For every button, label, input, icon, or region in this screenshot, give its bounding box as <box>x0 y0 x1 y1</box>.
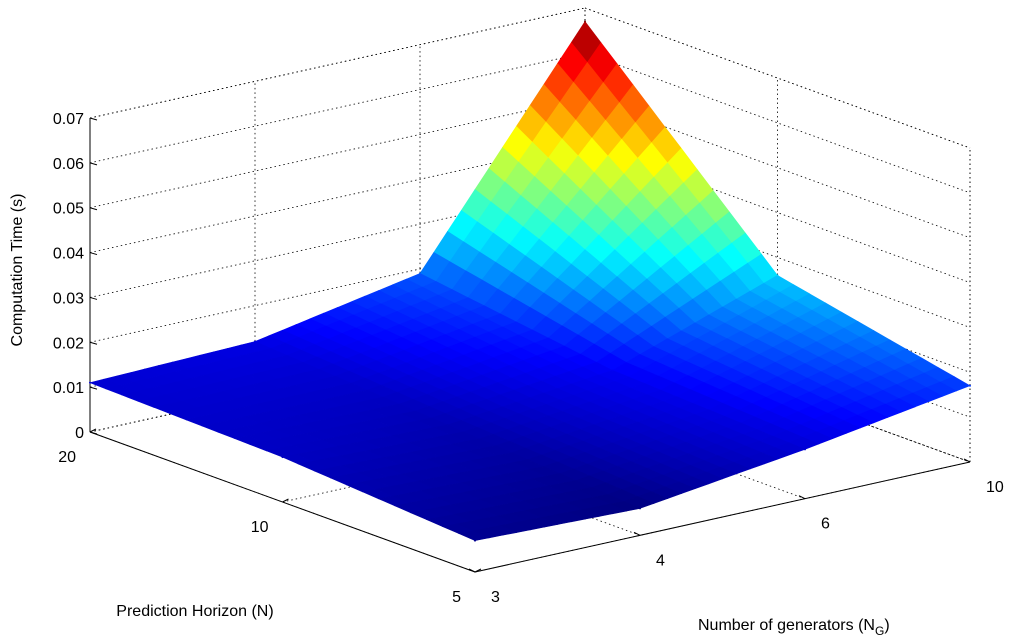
surface-patch <box>89 341 449 458</box>
surface-vertex <box>804 448 806 451</box>
surface-patch <box>446 370 806 509</box>
box-edge <box>89 7 586 119</box>
surface-vertex <box>446 423 449 426</box>
surface-vertex <box>254 340 256 343</box>
x-tick-label: 10 <box>986 479 1004 496</box>
surface-vertex <box>584 20 586 23</box>
x-axis <box>474 461 971 573</box>
grid-line <box>584 321 971 463</box>
surface-vertex <box>474 539 476 542</box>
z-tick <box>89 386 98 390</box>
z-tick <box>89 207 98 211</box>
y-tick-label: 10 <box>251 519 269 536</box>
z-tick-label: 0.07 <box>53 111 84 128</box>
z-tick <box>89 341 98 345</box>
x-tick-label: 4 <box>656 552 665 569</box>
surface-vertex <box>419 272 421 275</box>
x-axis-label-sub: G <box>875 624 884 638</box>
surface-cell <box>457 530 490 541</box>
x-axis-label-main: Number of generators (N <box>698 617 875 634</box>
surface-patch <box>419 20 778 371</box>
x-tick-label: 6 <box>821 516 830 533</box>
z-tick-label: 0.01 <box>53 380 84 397</box>
grid-line <box>584 52 971 194</box>
x-tick <box>633 531 641 536</box>
z-tick-label: 0.06 <box>53 156 84 173</box>
z-tick <box>89 252 98 256</box>
x-tick-label: 3 <box>491 589 500 606</box>
surface-patch <box>611 275 971 450</box>
x-tick <box>798 495 806 500</box>
grid-line <box>584 7 971 149</box>
z-tick <box>89 117 98 121</box>
x-axis-label: Number of generators (NG) <box>698 617 890 638</box>
surface-vertex <box>969 384 971 387</box>
surface-vertex <box>639 507 641 510</box>
y-axis-label: Prediction Horizon (N) <box>116 603 273 620</box>
y-tick <box>89 428 97 433</box>
surface-vertex <box>89 381 91 384</box>
y-axis <box>89 431 476 573</box>
z-tick-label: 0.05 <box>53 201 84 218</box>
grid-line <box>419 358 806 500</box>
axis-labels: Computation Time (s) Prediction Horizon … <box>9 194 890 638</box>
y-tick <box>282 498 289 503</box>
surface <box>89 20 971 542</box>
surface-patch <box>281 424 642 541</box>
x-axis-label-end: ) <box>884 617 889 634</box>
x-tick <box>963 458 971 463</box>
z-tick <box>89 162 98 166</box>
z-axis-label: Computation Time (s) <box>9 194 26 347</box>
surface-vertex <box>281 456 284 459</box>
y-tick-label: 5 <box>452 589 461 606</box>
z-tick-label: 0 <box>75 425 84 442</box>
z-tick-label: 0.02 <box>53 335 84 352</box>
surface-vertex <box>776 274 779 277</box>
surface-patch <box>254 273 614 426</box>
grid-line <box>89 7 586 119</box>
surface-vertex <box>611 369 614 372</box>
y-tick-label: 20 <box>58 449 76 466</box>
z-tick <box>89 296 98 300</box>
z-tick-label: 0.03 <box>53 290 84 307</box>
z-tick-label: 0.04 <box>53 246 84 263</box>
